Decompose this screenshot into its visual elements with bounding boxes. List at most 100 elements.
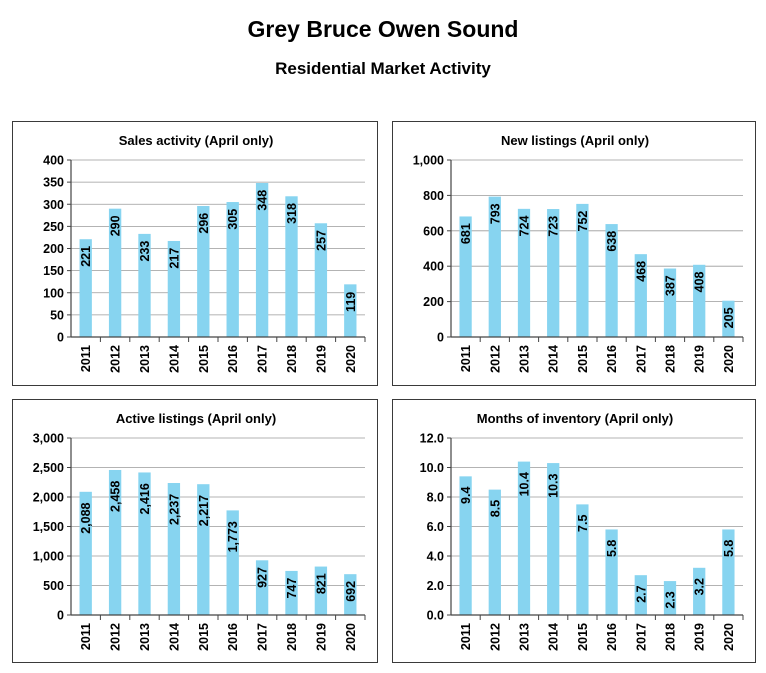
y-tick-label: 0: [57, 331, 64, 345]
bar-2015: [576, 504, 589, 615]
bar-2014: [167, 240, 181, 337]
data-label: 747: [285, 578, 299, 599]
data-label: 2,237: [167, 494, 181, 525]
y-tick-label: 150: [43, 264, 64, 278]
y-tick-label: 600: [423, 224, 444, 238]
bar-2017: [255, 560, 269, 615]
bar-2016: [226, 510, 239, 615]
bar-2012: [488, 196, 501, 337]
bar-2018: [663, 268, 677, 337]
x-tick-label: 2015: [576, 345, 590, 373]
bar-2019: [693, 567, 706, 615]
page-subtitle: Residential Market Activity: [275, 59, 491, 78]
y-tick-label: 1,500: [33, 520, 64, 534]
x-tick-label: 2019: [693, 623, 707, 651]
bar-2012: [108, 208, 122, 337]
y-tick-label: 250: [43, 220, 64, 234]
x-tick-label: 2013: [518, 623, 532, 651]
x-tick-label: 2013: [138, 345, 152, 373]
data-label: 2,088: [79, 502, 93, 533]
y-tick-label: 0.0: [427, 609, 444, 623]
y-tick-label: 8.0: [427, 491, 444, 505]
data-label: 5.8: [722, 540, 736, 557]
bar-2013: [517, 208, 531, 337]
data-label: 119: [344, 292, 358, 312]
x-tick-label: 2014: [167, 345, 181, 373]
x-tick-label: 2011: [79, 623, 93, 650]
bar-2014: [167, 483, 181, 615]
x-tick-label: 2016: [605, 623, 619, 651]
active-listings-chart: Active listings (April only) 0 500 1,000 1,5…: [33, 411, 366, 651]
data-label: 793: [488, 203, 502, 224]
page-title: Grey Bruce Owen Sound: [247, 16, 519, 42]
y-tick-label: 800: [423, 189, 444, 203]
chart-title: New listings (April only): [501, 133, 649, 148]
data-label: 2,458: [109, 481, 123, 512]
x-tick-label: 2011: [459, 345, 473, 372]
data-label: 9.4: [459, 487, 473, 504]
data-label: 692: [344, 581, 358, 602]
x-tick-label: 2012: [488, 345, 502, 373]
bar-2016: [605, 529, 618, 615]
y-tick-label: 200: [423, 295, 444, 309]
bar-2013: [138, 472, 151, 615]
y-tick-label: 300: [43, 198, 64, 212]
bar-2016: [226, 202, 239, 337]
x-tick-label: 2020: [722, 623, 736, 651]
chart-title: Months of inventory (April only): [477, 411, 673, 426]
x-tick-label: 2018: [664, 345, 678, 373]
y-tick-label: 4.0: [427, 550, 444, 564]
bar-2015: [576, 203, 589, 337]
bar-2017: [255, 183, 269, 337]
bar-2013: [517, 461, 531, 615]
chart-panel-active-listings: Active listings (April only) 0 500 1,000 1,5…: [12, 399, 378, 663]
y-tick-label: 50: [50, 308, 64, 322]
data-label: 257: [314, 230, 328, 251]
x-tick-label: 2014: [547, 623, 561, 651]
bar-2014: [547, 463, 560, 615]
x-tick-label: 2019: [693, 345, 707, 373]
x-tick-label: 2020: [344, 345, 358, 373]
data-label: 2,416: [138, 483, 152, 514]
data-label: 408: [693, 271, 707, 292]
new-listings-chart: New listings (April only) 0 200 400 600 800 1,…: [413, 133, 744, 373]
data-label: 233: [138, 241, 152, 262]
data-label: 221: [79, 246, 93, 267]
y-tick-label: 10.0: [420, 461, 444, 475]
data-label: 638: [605, 231, 619, 252]
bar-2018: [285, 196, 298, 337]
x-tick-label: 2017: [634, 623, 648, 651]
x-tick-label: 2015: [197, 345, 211, 373]
y-tick-label: 2,500: [33, 461, 64, 475]
y-tick-label: 2.0: [427, 579, 444, 593]
data-label: 318: [285, 203, 299, 224]
x-tick-label: 2011: [459, 623, 473, 650]
data-label: 296: [197, 213, 211, 234]
y-tick-label: 200: [43, 242, 64, 256]
bar-2015: [197, 206, 210, 337]
x-tick-label: 2016: [226, 623, 240, 651]
x-tick-label: 2016: [226, 345, 240, 373]
x-tick-label: 2014: [167, 623, 181, 651]
data-label: 205: [722, 307, 736, 328]
data-label: 348: [256, 190, 270, 211]
y-tick-label: 1,000: [413, 154, 444, 168]
x-tick-label: 2017: [256, 623, 270, 651]
chart-title: Sales activity (April only): [119, 133, 274, 148]
months-of-inventory-chart: Months of inventory (April only) 0.0 2.0 4.…: [420, 411, 744, 651]
y-tick-label: 400: [43, 154, 64, 168]
x-tick-label: 2015: [197, 623, 211, 651]
data-label: 681: [459, 223, 473, 244]
x-tick-label: 2013: [518, 345, 532, 373]
y-tick-label: 6.0: [427, 520, 444, 534]
data-label: 305: [226, 209, 240, 230]
bar-2012: [108, 469, 122, 615]
x-tick-label: 2020: [344, 623, 358, 651]
x-tick-label: 2017: [256, 345, 270, 373]
bar-2012: [488, 489, 501, 615]
x-tick-label: 2013: [138, 623, 152, 651]
bar-2018: [285, 570, 298, 615]
x-tick-label: 2012: [109, 345, 123, 373]
bar-2019: [314, 223, 328, 337]
y-tick-label: 12.0: [420, 432, 444, 446]
